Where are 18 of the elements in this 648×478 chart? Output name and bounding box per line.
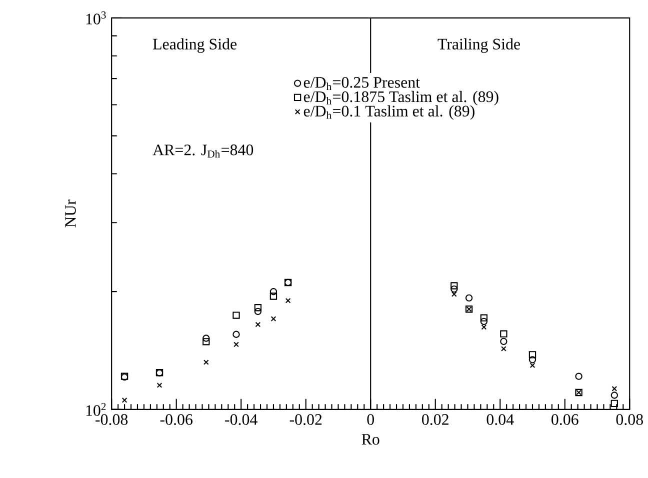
annotation: Leading Side xyxy=(153,38,237,53)
x-tick-label: -0.04 xyxy=(225,414,258,425)
legend-label: e/D$_{h}$=0.1875 Taslim et al. (89) xyxy=(304,90,498,106)
x-tick-label: 0.04 xyxy=(486,414,514,425)
x-tick-label: 0.02 xyxy=(422,414,448,425)
annotation: Trailing Side xyxy=(438,38,520,53)
legend-label: e/D$_{h}$=0.1 Taslim et al. (89) xyxy=(304,105,474,120)
y-axis-title: NUr xyxy=(65,200,76,228)
x-tick-label: 0.08 xyxy=(616,414,643,425)
x-tick-label: 0 xyxy=(367,414,374,425)
x-tick-label: -0.02 xyxy=(290,414,322,425)
x-tick-label: 0.06 xyxy=(552,414,578,425)
x-tick-label: -0.06 xyxy=(160,414,192,425)
x-tick-label: -0.08 xyxy=(96,414,128,425)
legend-label: e/D$_{h}$=0.25 Present xyxy=(304,76,420,90)
annotation: AR=2. J$_{Dh}$=840 xyxy=(152,144,254,158)
y-tick-label: 10$^{3}$ xyxy=(86,11,106,24)
x-axis-title: Ro xyxy=(362,434,380,445)
